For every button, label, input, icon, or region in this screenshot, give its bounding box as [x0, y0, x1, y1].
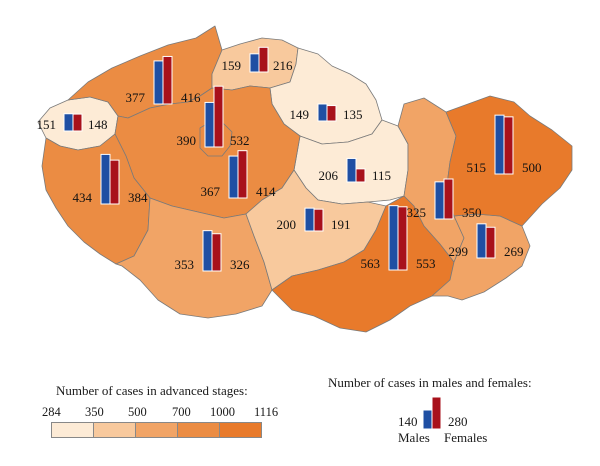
bar-females-moravia-silesia: [503, 116, 514, 175]
bar-females-south-moravia: [397, 206, 408, 271]
bar-males-vysocina: [304, 207, 315, 232]
bar-females-liberec: [258, 46, 269, 73]
stages-swatch-2: [93, 422, 136, 438]
label-females-plzen: 384: [128, 190, 148, 205]
label-females-pardubice: 115: [372, 168, 391, 183]
bar-males-south-moravia: [388, 205, 399, 271]
label-females-liberec: 216: [273, 58, 293, 73]
label-females-vysocina: 191: [331, 217, 351, 232]
label-males-pardubice: 206: [319, 168, 339, 183]
stages-tick: 1000: [210, 405, 235, 419]
sex-legend-bars: [422, 396, 442, 430]
region-south-bohemia: [115, 197, 273, 319]
sex-legend-males-value: 140: [398, 414, 418, 429]
label-females-zlin: 269: [504, 244, 524, 259]
stages-swatch-1: [51, 422, 94, 438]
label-males-south-bohemia: 353: [175, 257, 195, 272]
stages-swatch-4: [177, 422, 220, 438]
bar-females-zlin: [485, 226, 496, 259]
label-females-karlovy-vary: 148: [88, 117, 108, 132]
bar-females-karlovy-vary: [72, 113, 83, 132]
bar-males-central-bohemia: [228, 155, 239, 199]
label-males-moravia-silesia: 515: [467, 160, 487, 175]
sex-legend-title: Number of cases in males and females:: [328, 375, 532, 390]
bar-females-pardubice: [355, 168, 366, 183]
bar-males-usti: [153, 60, 164, 105]
stages-color-scale: [51, 422, 262, 438]
bar-females-usti: [162, 55, 173, 105]
sex-legend-females-label: Females: [444, 430, 488, 445]
bar-males-pardubice: [346, 157, 357, 183]
bar-females-plzen: [109, 159, 120, 205]
label-males-usti: 377: [126, 90, 146, 105]
bar-males-south-bohemia: [202, 230, 213, 272]
label-females-prague: 532: [230, 133, 250, 148]
label-females-south-bohemia: 326: [230, 257, 250, 272]
bar-females-vysocina: [313, 208, 324, 232]
bar-females-hradec-kralove: [326, 105, 337, 122]
bar-males-zlin: [476, 223, 487, 259]
stages-tick: 1116: [254, 405, 279, 419]
bar-males-prague: [204, 101, 215, 148]
stages-tick: 500: [128, 405, 147, 419]
label-females-usti: 416: [181, 90, 201, 105]
bar-females-south-bohemia: [211, 233, 222, 272]
label-males-olomouc: 325: [407, 205, 427, 220]
label-females-olomouc: 350: [462, 205, 482, 220]
bar-males-moravia-silesia: [494, 114, 505, 175]
label-males-zlin: 299: [449, 244, 469, 259]
label-females-central-bohemia: 414: [256, 184, 276, 199]
stages-tick: 284: [42, 405, 61, 419]
bar-males-karlovy-vary: [63, 113, 74, 132]
label-females-south-moravia: 553: [416, 256, 436, 271]
bar-males-liberec: [249, 53, 260, 73]
bar-females-prague: [213, 85, 224, 148]
label-males-liberec: 159: [222, 58, 242, 73]
label-females-moravia-silesia: 500: [522, 160, 542, 175]
label-males-prague: 390: [177, 133, 197, 148]
sex-legend-males-label: Males: [398, 430, 430, 445]
label-males-central-bohemia: 367: [201, 184, 221, 199]
stages-swatch-3: [135, 422, 178, 438]
label-males-plzen: 434: [73, 190, 93, 205]
bar-males-plzen: [100, 153, 111, 205]
bar-females-central-bohemia: [237, 150, 248, 199]
sex-legend-male-bar: [422, 409, 433, 430]
label-males-hradec-kralove: 149: [290, 107, 310, 122]
label-males-karlovy-vary: 151: [37, 117, 57, 132]
sex-legend-females-value: 280: [448, 414, 468, 429]
bar-males-hradec-kralove: [317, 103, 328, 122]
label-females-hradec-kralove: 135: [343, 107, 363, 122]
bar-males-olomouc: [434, 181, 445, 220]
stages-tick: 350: [85, 405, 104, 419]
stages-tick: 700: [172, 405, 191, 419]
stages-legend-title: Number of cases in advanced stages:: [56, 383, 248, 398]
bar-females-olomouc: [443, 178, 454, 220]
stages-swatch-5: [219, 422, 262, 438]
sex-legend-female-bar: [431, 396, 442, 430]
label-males-south-moravia: 563: [361, 256, 381, 271]
label-males-vysocina: 200: [277, 217, 297, 232]
